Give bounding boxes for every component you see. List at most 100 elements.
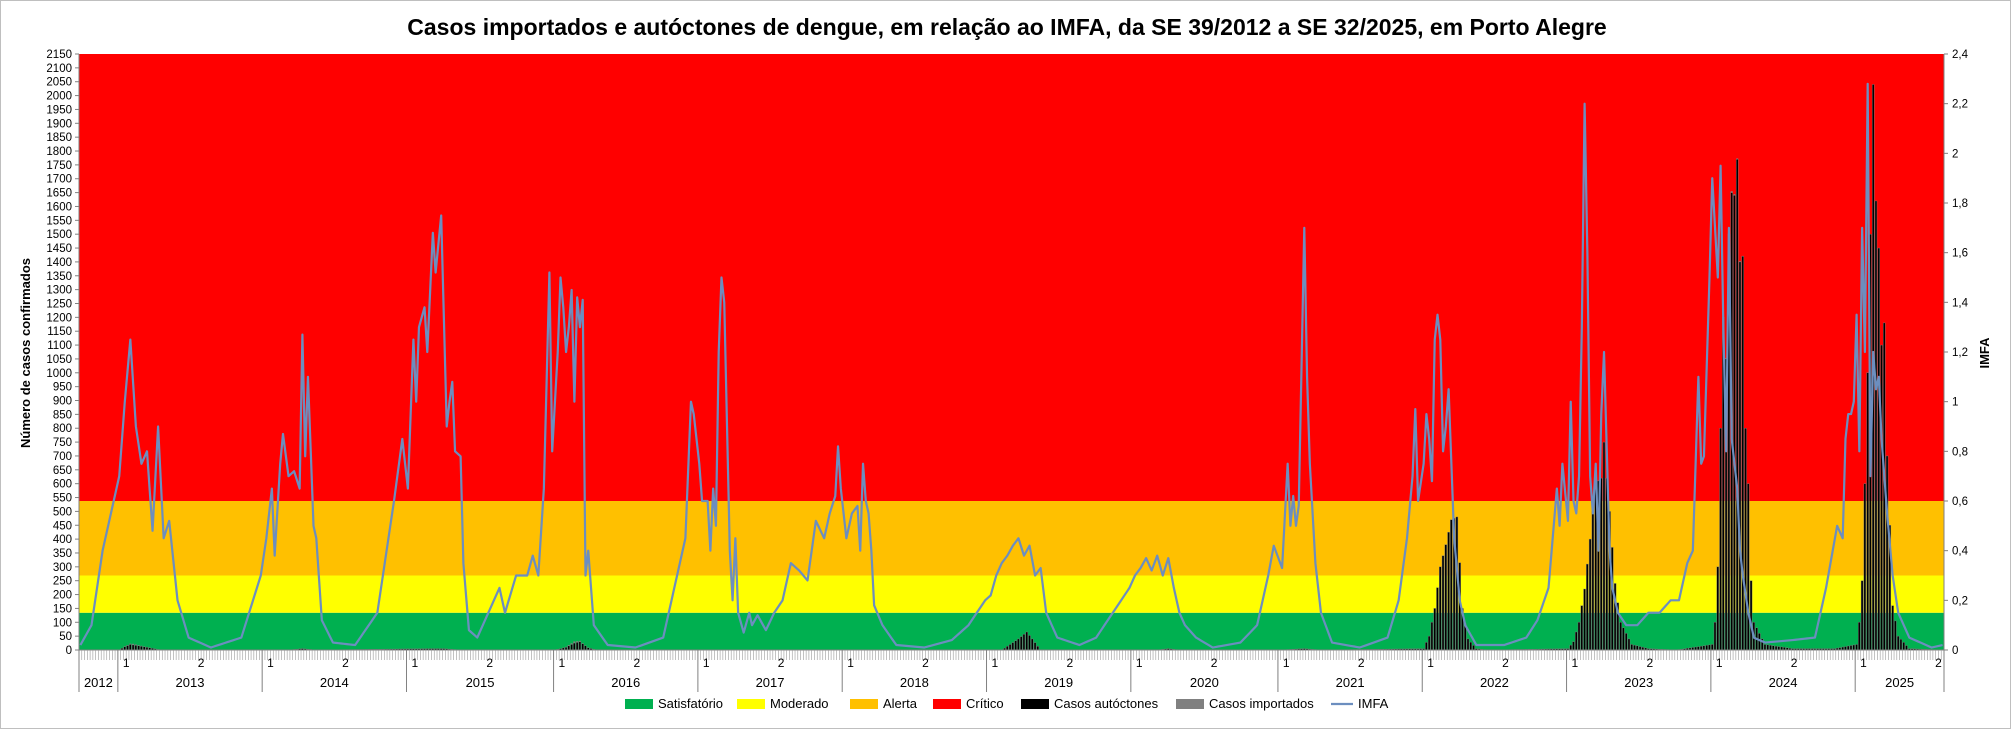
semester-label: 1 bbox=[992, 656, 999, 670]
bar-autoctones bbox=[1603, 442, 1605, 650]
bar-autoctones bbox=[1628, 639, 1630, 650]
legend-label: Alerta bbox=[883, 696, 918, 711]
y-tick-label: 1600 bbox=[46, 201, 72, 213]
bar-autoctones bbox=[1622, 628, 1624, 650]
bar-autoctones bbox=[1636, 646, 1638, 650]
bar-autoctones bbox=[1850, 646, 1852, 651]
bar-autoctones bbox=[1425, 642, 1427, 650]
bar-autoctones bbox=[1620, 622, 1622, 650]
bar-importados bbox=[129, 644, 131, 645]
bar-importados bbox=[568, 645, 570, 646]
risk-bands bbox=[79, 54, 1944, 650]
year-label: 2018 bbox=[900, 675, 929, 690]
year-label: 2013 bbox=[176, 675, 205, 690]
bar-autoctones bbox=[1031, 639, 1033, 650]
y2-axis-label: IMFA bbox=[1977, 337, 1992, 369]
semester-label: 2 bbox=[1502, 656, 1509, 670]
bar-importados bbox=[1733, 194, 1735, 195]
year-label: 2015 bbox=[466, 675, 495, 690]
bar-autoctones bbox=[1570, 645, 1572, 650]
bar-autoctones bbox=[1009, 644, 1011, 650]
y-tick-label: 2150 bbox=[46, 49, 72, 61]
legend-label: Satisfatório bbox=[658, 696, 723, 711]
bar-autoctones bbox=[1006, 646, 1008, 650]
y-tick-label: 500 bbox=[53, 506, 72, 518]
bar-autoctones bbox=[132, 645, 134, 650]
legend-swatch bbox=[1176, 699, 1204, 709]
bar-autoctones bbox=[1584, 589, 1586, 650]
y-tick-label: 1450 bbox=[46, 243, 72, 255]
y2-tick-label: 2,4 bbox=[1952, 49, 1969, 61]
semester-label: 2 bbox=[1935, 656, 1942, 670]
bar-autoctones bbox=[568, 646, 570, 650]
bar-autoctones bbox=[1878, 248, 1880, 650]
y-tick-label: 800 bbox=[53, 423, 72, 435]
y-tick-label: 750 bbox=[53, 437, 72, 449]
bar-autoctones bbox=[129, 644, 131, 650]
year-label: 2012 bbox=[84, 675, 113, 690]
bar-autoctones bbox=[1026, 632, 1028, 650]
bar-autoctones bbox=[1772, 646, 1774, 650]
legend-label: Casos importados bbox=[1209, 696, 1314, 711]
y-tick-label: 2050 bbox=[46, 77, 72, 89]
bar-autoctones bbox=[1572, 642, 1574, 650]
y-tick-label: 1050 bbox=[46, 354, 72, 366]
y-tick-label: 0 bbox=[66, 645, 72, 657]
bar-autoctones bbox=[1736, 159, 1738, 650]
bar-autoctones bbox=[1700, 646, 1702, 650]
bar-autoctones bbox=[582, 644, 584, 650]
y-tick-label: 1100 bbox=[47, 340, 72, 352]
bar-autoctones bbox=[1745, 428, 1747, 650]
semester-label: 2 bbox=[633, 656, 640, 670]
bar-autoctones bbox=[1434, 608, 1436, 650]
bar-autoctones bbox=[1037, 646, 1039, 650]
semester-label: 2 bbox=[342, 656, 349, 670]
y-tick-label: 850 bbox=[53, 409, 72, 421]
bar-autoctones bbox=[1581, 606, 1583, 650]
y-tick-label: 1700 bbox=[46, 174, 72, 186]
y-tick-label: 450 bbox=[53, 520, 72, 532]
y-tick-label: 1150 bbox=[47, 326, 72, 338]
y-tick-label: 1500 bbox=[46, 229, 72, 241]
y2-tick-label: 1,2 bbox=[1952, 347, 1968, 359]
bar-autoctones bbox=[1758, 633, 1760, 650]
bar-importados bbox=[1736, 158, 1738, 159]
bar-autoctones bbox=[573, 643, 575, 650]
bar-autoctones bbox=[1625, 633, 1627, 650]
bar-importados bbox=[127, 645, 129, 646]
bar-autoctones bbox=[1439, 567, 1441, 650]
semester-label: 2 bbox=[198, 656, 205, 670]
bar-importados bbox=[1739, 261, 1741, 262]
y2-tick-label: 2,2 bbox=[1952, 99, 1968, 111]
y-tick-label: 1200 bbox=[46, 312, 72, 324]
y-tick-label: 2000 bbox=[46, 91, 72, 103]
bar-autoctones bbox=[1428, 636, 1430, 650]
bar-autoctones bbox=[1634, 645, 1636, 650]
semester-label: 1 bbox=[559, 656, 566, 670]
bar-autoctones bbox=[1778, 647, 1780, 650]
bar-autoctones bbox=[1631, 644, 1633, 650]
bar-autoctones bbox=[1467, 639, 1469, 650]
bar-autoctones bbox=[1470, 642, 1472, 650]
bar-autoctones bbox=[1750, 581, 1752, 650]
semester-label: 2 bbox=[486, 656, 493, 670]
semester-label: 1 bbox=[123, 656, 130, 670]
year-label: 2023 bbox=[1624, 675, 1653, 690]
bar-importados bbox=[135, 644, 137, 645]
y-tick-label: 1650 bbox=[46, 188, 72, 200]
bar-importados bbox=[571, 643, 573, 644]
semester-label: 1 bbox=[1427, 656, 1434, 670]
bar-autoctones bbox=[1856, 644, 1858, 650]
y-tick-label: 350 bbox=[53, 548, 72, 560]
y-tick-label: 1000 bbox=[46, 368, 72, 380]
bar-autoctones bbox=[1764, 644, 1766, 650]
legend-label: Casos autóctones bbox=[1054, 696, 1159, 711]
semester-label: 1 bbox=[847, 656, 854, 670]
bar-autoctones bbox=[1900, 639, 1902, 650]
bar-autoctones bbox=[1717, 567, 1719, 650]
legend-swatch bbox=[737, 699, 765, 709]
y-tick-label: 1300 bbox=[46, 285, 72, 297]
bar-autoctones bbox=[1697, 647, 1699, 650]
